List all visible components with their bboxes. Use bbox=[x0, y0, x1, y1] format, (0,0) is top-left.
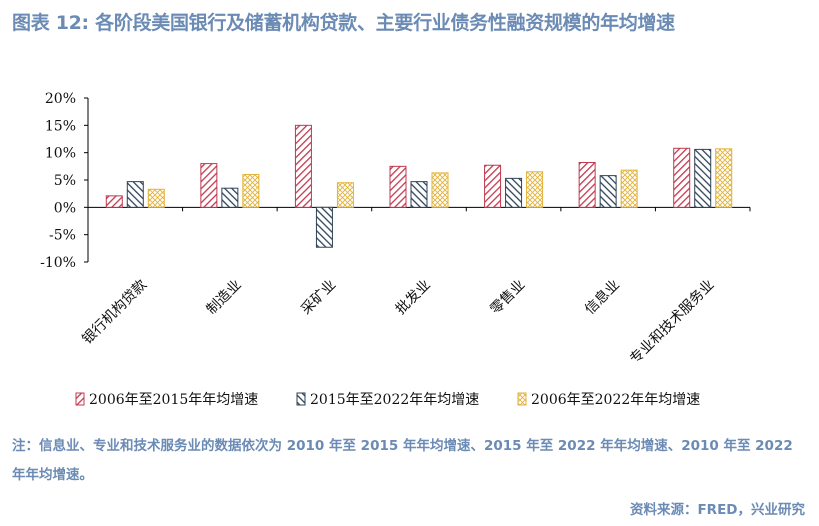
footnote: 注：信息业、专业和技术服务业的数据依次为 2010 年至 2015 年年均增速、… bbox=[12, 438, 793, 483]
source-text: 资料来源：FRED，兴业研究 bbox=[629, 502, 805, 518]
y-tick-label: 10% bbox=[45, 146, 76, 162]
bar-5-0 bbox=[578, 162, 596, 208]
bar-6-2 bbox=[715, 148, 733, 208]
category-label: 专业和技术服务业 bbox=[627, 277, 718, 368]
bar-6-1 bbox=[694, 148, 712, 208]
bar-3-0 bbox=[389, 165, 407, 208]
category-labels: 银行机构贷款 制造业 采矿业 批发业 零售业 信息业 专业和技术服务业 bbox=[79, 276, 717, 367]
bar-4-1 bbox=[505, 177, 523, 208]
y-tick-label: 5% bbox=[54, 173, 76, 189]
bar-1-2 bbox=[242, 174, 260, 208]
figure-title: 图表 12: 各阶段美国银行及储蓄机构贷款、主要行业债务性融资规模的年均增速 bbox=[12, 12, 675, 34]
legend: 2006年至2015年年均增速 2015年至2022年年均增速 2006年至2022… bbox=[75, 392, 700, 408]
y-tick-label: 0% bbox=[54, 200, 76, 216]
category-label: 采矿业 bbox=[298, 277, 339, 318]
bar-4-2 bbox=[526, 171, 544, 208]
legend-swatch-1 bbox=[296, 392, 306, 406]
bar-0-2 bbox=[147, 188, 165, 208]
bar-5-1 bbox=[599, 175, 617, 208]
bar-1-1 bbox=[221, 187, 239, 208]
bar-0-0 bbox=[105, 195, 123, 208]
bar-4-0 bbox=[484, 164, 502, 208]
bar-2-1 bbox=[315, 206, 333, 248]
category-label: 制造业 bbox=[204, 277, 245, 318]
bar-6-0 bbox=[673, 147, 691, 208]
bar-2-0 bbox=[294, 124, 312, 208]
y-tick-label: 15% bbox=[45, 118, 76, 134]
legend-label-0: 2006年至2015年年均增速 bbox=[89, 392, 258, 408]
legend-label-1: 2015年至2022年年均增速 bbox=[310, 392, 479, 408]
bar-1-0 bbox=[200, 163, 218, 208]
bar-chart: 20% 15% 10% 5% 0% -5% -10% 银行机构贷款 制造业 采矿业 批发业 零售业 信… bbox=[40, 91, 751, 408]
y-tick-label: 20% bbox=[45, 91, 76, 107]
category-label: 信息业 bbox=[581, 276, 623, 318]
category-label: 银行机构贷款 bbox=[79, 277, 150, 348]
legend-swatch-0 bbox=[75, 392, 85, 406]
bar-3-1 bbox=[410, 181, 428, 208]
legend-label-2: 2006年至2022年年均增速 bbox=[531, 392, 700, 408]
y-tick-label: -5% bbox=[49, 228, 76, 244]
y-tick-label: -10% bbox=[40, 255, 76, 271]
legend-swatch-2 bbox=[517, 392, 527, 406]
bar-2-2 bbox=[336, 182, 354, 208]
category-label: 批发业 bbox=[393, 277, 434, 318]
bar-layer bbox=[105, 124, 733, 248]
bar-3-2 bbox=[431, 172, 449, 208]
bar-0-1 bbox=[126, 181, 144, 208]
category-label: 零售业 bbox=[487, 277, 528, 318]
bar-5-2 bbox=[620, 169, 638, 208]
axis-layer: 20% 15% 10% 5% 0% -5% -10% bbox=[40, 91, 751, 271]
